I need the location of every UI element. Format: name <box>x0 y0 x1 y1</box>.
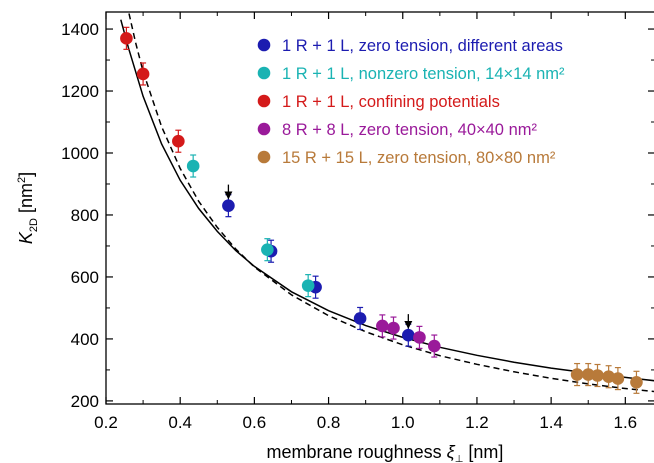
legend-label: 8 R + 8 L, zero tension, 40×40 nm² <box>282 121 537 139</box>
legend-label: 1 R + 1 L, confining potentials <box>282 93 500 111</box>
svg-text:membrane roughness ξ⊥ [nm]: membrane roughness ξ⊥ [nm] <box>267 442 504 463</box>
svg-text:K2D [nm2]: K2D [nm2] <box>16 172 40 244</box>
data-point-series-0 <box>402 328 415 342</box>
data-point-series-1 <box>301 279 315 292</box>
legend-marker <box>257 122 271 136</box>
y-tick-label: 800 <box>71 206 99 225</box>
data-point-series-4 <box>611 372 625 385</box>
x-tick-label: 0.2 <box>94 413 118 432</box>
x-tick-label: 1.6 <box>614 413 638 432</box>
annotation-arrows <box>224 184 413 330</box>
plot-frame <box>105 11 654 405</box>
data-point-series-2 <box>172 134 185 148</box>
data-markers <box>120 26 643 394</box>
data-point-series-1 <box>186 159 200 173</box>
x-tick-label: 1.0 <box>391 413 415 432</box>
data-point-series-3 <box>427 339 441 353</box>
x-tick-label: 1.4 <box>539 413 563 432</box>
data-point-series-4 <box>581 368 595 381</box>
y-tick-label: 600 <box>71 268 99 287</box>
x-tick-label: 0.8 <box>317 413 341 432</box>
legend-marker <box>257 150 271 164</box>
y-tick-label: 1000 <box>61 144 99 163</box>
data-point-series-4 <box>630 376 643 389</box>
y-tick-label: 1200 <box>61 82 99 101</box>
data-point-series-3 <box>413 331 426 344</box>
data-point-series-2 <box>136 67 150 81</box>
legend-label: 15 R + 15 L, zero tension, 80×80 nm² <box>282 149 556 167</box>
y-axis-title: K2D [nm2] <box>16 172 40 244</box>
y-tick-label: 400 <box>71 330 99 349</box>
x-tick-label: 1.2 <box>465 413 489 432</box>
legend-marker <box>257 94 271 108</box>
data-point-series-0 <box>353 312 367 325</box>
arrow-head <box>404 321 413 330</box>
data-point-series-2 <box>120 32 133 45</box>
x-axis-title: membrane roughness ξ⊥ [nm] <box>267 442 504 463</box>
fit-curves <box>120 13 654 393</box>
legend-marker <box>257 38 271 52</box>
y-tick-label: 200 <box>71 392 99 411</box>
x-tick-label: 0.4 <box>168 413 192 432</box>
legend-label: 1 R + 1 L, zero tension, different areas <box>282 37 563 55</box>
data-point-series-3 <box>387 321 400 335</box>
legend-marker <box>257 66 271 80</box>
fit-curve-dashed <box>128 13 654 393</box>
data-point-series-4 <box>570 368 584 381</box>
axis-ticks: 0.2 0.4 0.6 0.8 1.0 1.2 1.4 1.6 200 400 600 800 1000… <box>61 12 654 432</box>
data-point-series-0 <box>222 199 235 212</box>
x-tick-label: 0.6 <box>243 413 267 432</box>
fit-curve-solid <box>120 19 654 382</box>
legend-label: 1 R + 1 L, nonzero tension, 14×14 nm² <box>282 65 565 83</box>
data-point-series-4 <box>591 369 604 382</box>
legend: 1 R + 1 L, zero tension, different areas… <box>257 37 565 167</box>
y-tick-label: 1400 <box>61 20 99 39</box>
data-point-series-1 <box>261 243 274 256</box>
data-point-series-3 <box>376 319 389 333</box>
arrow-head <box>224 191 233 200</box>
